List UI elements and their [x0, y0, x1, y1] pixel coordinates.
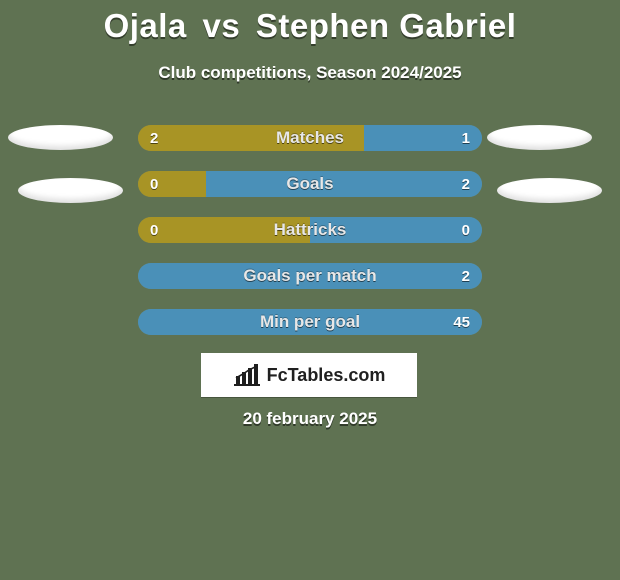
stat-right-fill	[138, 309, 482, 335]
player-badge	[18, 178, 123, 203]
stat-left-fill	[138, 171, 206, 197]
stat-left-fill	[138, 125, 364, 151]
bar-chart-icon	[233, 364, 261, 386]
stat-row: Goals02	[138, 171, 482, 197]
player-badge	[8, 125, 113, 150]
stat-row: Matches21	[138, 125, 482, 151]
stat-left-fill	[138, 217, 310, 243]
page-title: Ojala vs Stephen Gabriel	[0, 7, 620, 45]
subtitle: Club competitions, Season 2024/2025	[0, 63, 620, 83]
title-player-right: Stephen Gabriel	[256, 7, 517, 44]
stat-row: Min per goal45	[138, 309, 482, 335]
stat-row: Goals per match2	[138, 263, 482, 289]
fctables-logo: FcTables.com	[201, 353, 417, 397]
stat-right-fill	[206, 171, 482, 197]
player-badge	[497, 178, 602, 203]
stat-right-fill	[138, 263, 482, 289]
title-vs: vs	[202, 7, 240, 44]
player-badge	[487, 125, 592, 150]
fctables-logo-text: FcTables.com	[267, 365, 386, 386]
stat-right-fill	[310, 217, 482, 243]
snapshot-date: 20 february 2025	[0, 409, 620, 429]
stat-right-fill	[364, 125, 482, 151]
stat-row: Hattricks00	[138, 217, 482, 243]
title-player-left: Ojala	[104, 7, 187, 44]
comparison-infographic: Ojala vs Stephen Gabriel Club competitio…	[0, 0, 620, 580]
